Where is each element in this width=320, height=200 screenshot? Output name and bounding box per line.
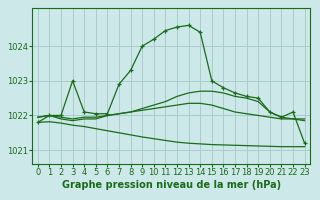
X-axis label: Graphe pression niveau de la mer (hPa): Graphe pression niveau de la mer (hPa) bbox=[62, 180, 281, 190]
